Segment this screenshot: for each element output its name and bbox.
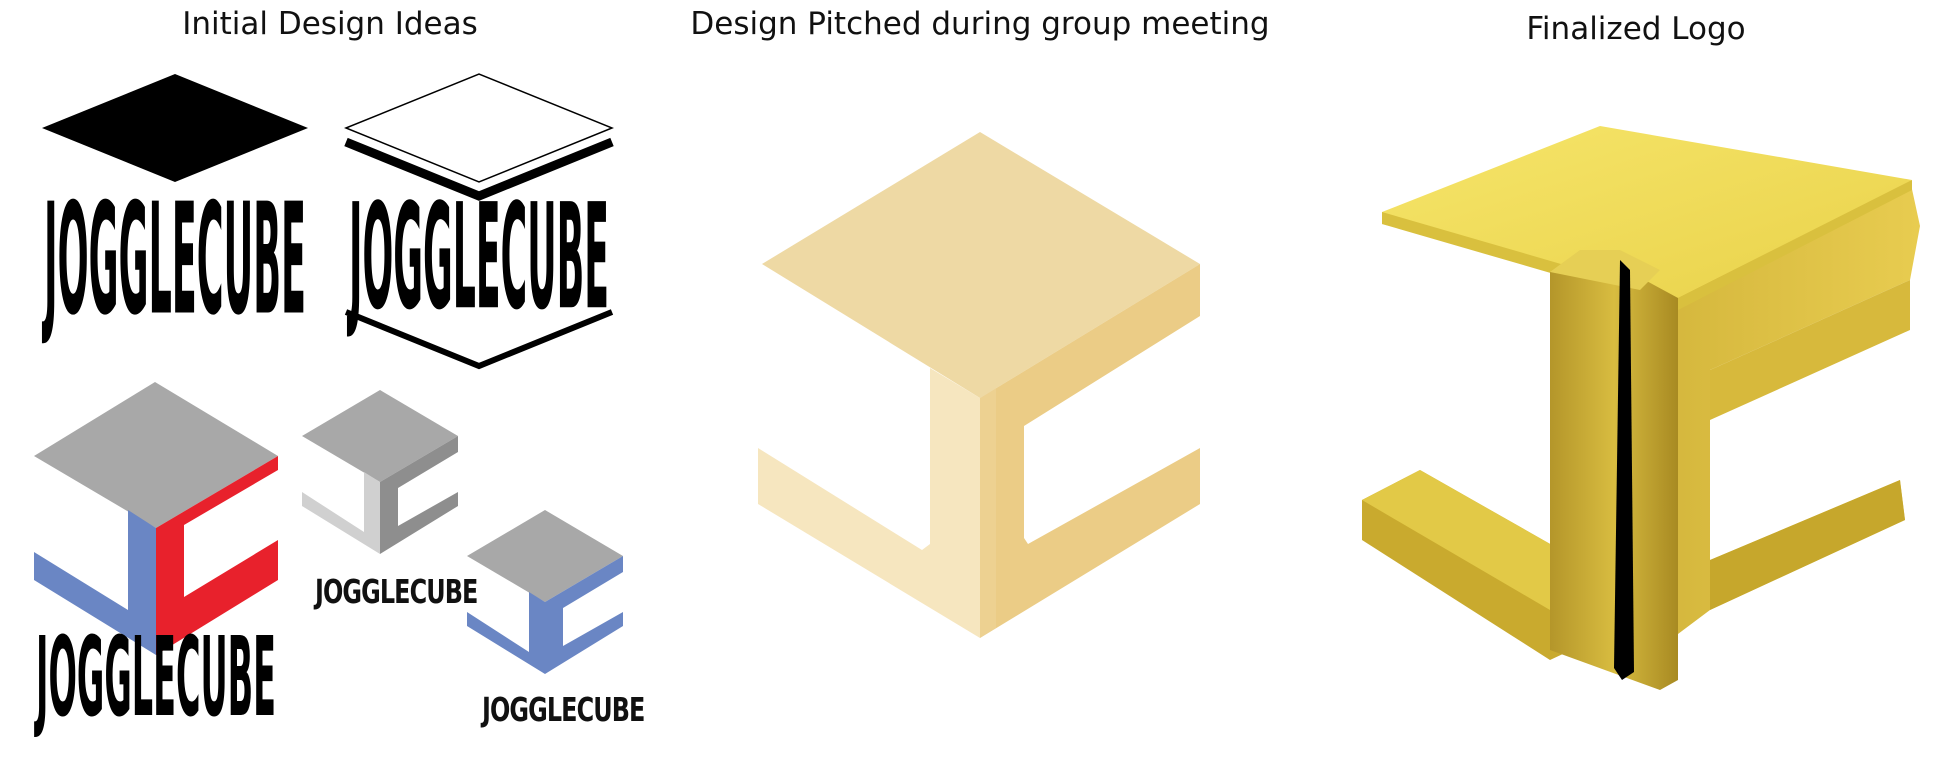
logo-idea-white-top-cube: JOGGLECUBE [344, 73, 614, 370]
heading-initial-design-ideas: Initial Design Ideas [182, 6, 478, 42]
logo-idea-black-top-cube: JOGGLECUBE [42, 74, 308, 349]
logo-wordmark: JOGGLECUBE [347, 172, 609, 342]
logo-wordmark: JOGGLECUBE [482, 692, 645, 730]
logo-finalized-gold-jc [1362, 126, 1920, 690]
heading-design-pitched: Design Pitched during group meeting [690, 6, 1270, 42]
logo-wordmark: JOGGLECUBE [34, 615, 276, 742]
logo-idea-grey-jc-cube [302, 390, 458, 554]
logo-wordmark: JOGGLECUBE [315, 574, 478, 612]
logo-idea-blue-red-jc-cube: JOGGLECUBE [34, 382, 278, 742]
logo-wordmark: JOGGLECUBE [42, 171, 306, 349]
heading-finalized-logo: Finalized Logo [1526, 11, 1746, 47]
logo-idea-blue-jc-cube [467, 510, 623, 674]
logo-pitched-cream-jc-cube [758, 132, 1200, 638]
